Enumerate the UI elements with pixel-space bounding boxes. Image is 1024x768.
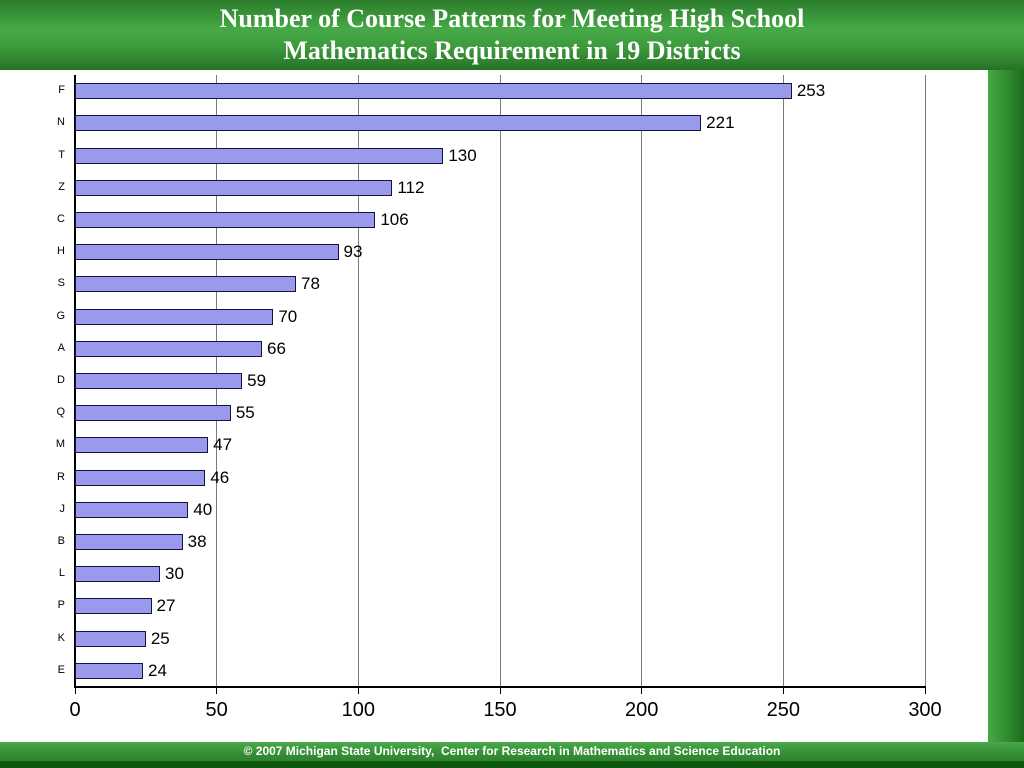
axis-tick [499,687,501,694]
x-tick-label: 50 [205,699,228,721]
category-label: M [55,438,65,451]
x-tick-label: 200 [624,699,659,721]
category-label: J [59,502,66,515]
gridline [357,75,359,687]
category-label: Q [56,406,65,419]
bar [75,469,206,486]
x-tick-label: 250 [766,699,801,721]
gridline [641,75,643,687]
category-label: R [57,470,65,483]
category-label: C [57,212,65,225]
bar [75,308,274,325]
category-label: K [57,631,65,644]
gridline [924,75,926,687]
bar [75,405,231,422]
axis-tick [641,687,643,694]
footer-copyright: © 2007 Michigan State University, Center… [243,744,781,758]
category-label: P [57,599,65,612]
bar-value-label: 30 [165,564,184,584]
bar-value-label: 130 [448,145,477,165]
bar-value-label: 47 [213,435,233,455]
slide-title-line2: Mathematics Requirement in 19 Districts [283,36,741,65]
axis-tick [924,687,926,694]
bar-value-label: 38 [187,532,207,552]
bar [75,437,209,454]
category-label: F [58,84,65,97]
x-tick-label: 150 [483,699,517,721]
axis-tick [216,687,218,694]
axis-tick [357,687,359,694]
bar-value-label: 221 [706,113,735,133]
category-label: E [57,663,65,676]
bar-value-label: 40 [193,499,213,519]
x-axis-line [74,686,926,688]
bar-value-label: 66 [267,338,286,358]
bar-value-label: 46 [210,467,230,487]
bar [75,83,792,100]
category-label: T [58,148,65,161]
category-label: A [57,341,65,354]
slide-title-line1: Number of Course Patterns for Meeting Hi… [219,4,805,33]
category-label: S [57,277,65,290]
bar [75,598,152,615]
bar [75,630,146,647]
x-tick-label: 300 [908,699,942,721]
bar-value-label: 59 [247,371,267,390]
bar [75,534,183,551]
category-label: D [57,374,65,386]
bar-value-label: 112 [397,177,425,197]
bar [75,179,393,196]
category-label: L [58,567,65,580]
bar-value-label: 253 [796,81,826,101]
bar-value-label: 27 [156,596,176,616]
slide-footer: © 2007 Michigan State University, Center… [0,742,1024,768]
bar [75,373,243,389]
category-label: B [57,535,65,548]
bar [75,115,702,132]
slide-header: Number of Course Patterns for Meeting Hi… [0,0,1024,70]
bar [75,566,160,583]
bar [75,662,143,679]
x-tick-label: 100 [341,699,376,721]
axis-tick [74,687,76,694]
bar [75,276,296,293]
bar-value-label: 93 [343,242,363,262]
bar [75,501,189,518]
gridline [499,75,501,687]
category-label: G [56,309,65,322]
bar-value-label: 78 [301,274,320,294]
bar-value-label: 106 [380,209,409,229]
gridline [782,75,784,687]
axis-tick [782,687,784,694]
x-tick-label: 0 [69,699,81,721]
category-label: H [57,245,65,258]
bar [75,244,339,261]
bar [75,211,376,228]
bar-value-label: 24 [148,660,167,680]
category-label: Z [58,180,65,193]
right-green-strip [988,70,1024,742]
bar-value-label: 70 [278,306,298,326]
bar-value-label: 55 [235,403,255,423]
bar-value-label: 25 [150,628,170,648]
category-label: N [57,116,65,129]
bar [75,147,444,164]
bar [75,340,262,357]
